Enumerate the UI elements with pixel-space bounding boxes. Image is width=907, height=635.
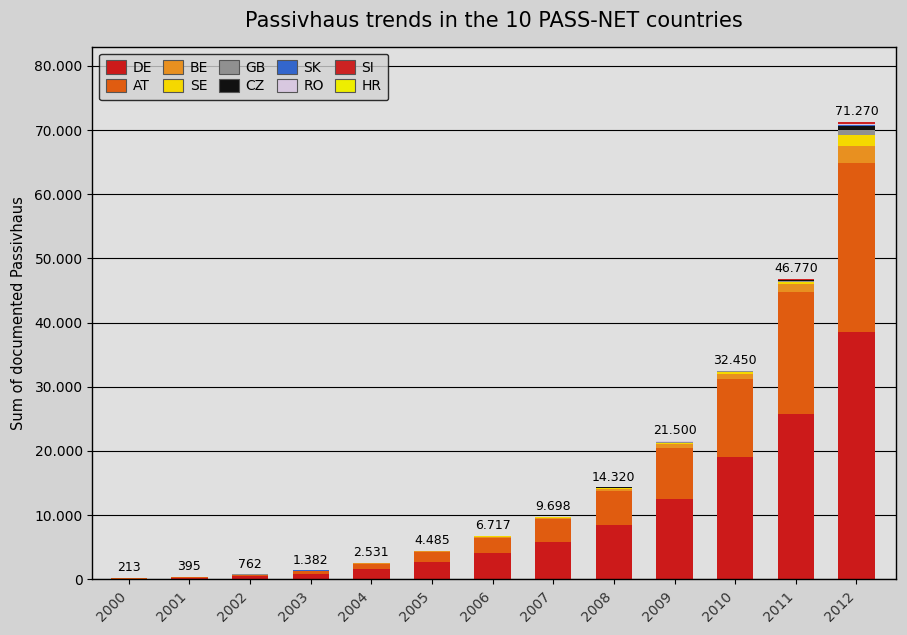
Text: 6.717: 6.717	[474, 519, 511, 532]
Bar	[232, 577, 268, 579]
Bar	[596, 489, 632, 491]
Text: 9.698: 9.698	[535, 500, 571, 513]
Bar	[353, 564, 389, 570]
Y-axis label: Sum of documented Passivhaus: Sum of documented Passivhaus	[11, 196, 26, 430]
Text: 1.382: 1.382	[293, 554, 328, 566]
Bar	[353, 570, 389, 579]
Title: Passivhaus trends in the 10 PASS-NET countries: Passivhaus trends in the 10 PASS-NET cou…	[245, 11, 743, 31]
Text: 71.270: 71.270	[834, 105, 878, 118]
Bar	[535, 542, 571, 579]
Bar	[535, 518, 571, 519]
Bar	[657, 442, 693, 443]
Text: 4.485: 4.485	[414, 533, 450, 547]
Bar	[596, 491, 632, 525]
Text: 2.531: 2.531	[354, 546, 389, 559]
Text: 762: 762	[239, 558, 262, 571]
Bar	[838, 123, 874, 124]
Bar	[777, 284, 814, 291]
Bar	[657, 448, 693, 499]
Text: 395: 395	[178, 560, 201, 573]
Bar	[838, 163, 874, 332]
Bar	[414, 551, 450, 552]
Bar	[717, 457, 754, 579]
Bar	[717, 379, 754, 457]
Bar	[838, 126, 874, 130]
Bar	[414, 562, 450, 579]
Text: 32.450: 32.450	[714, 354, 757, 367]
Bar	[777, 282, 814, 284]
Bar	[596, 525, 632, 579]
Bar	[474, 537, 511, 538]
Text: 21.500: 21.500	[653, 424, 697, 438]
Text: 213: 213	[117, 561, 141, 574]
Bar	[838, 130, 874, 135]
Bar	[232, 575, 268, 577]
Bar	[657, 443, 693, 444]
Text: 46.770: 46.770	[774, 262, 818, 275]
Bar	[717, 371, 754, 372]
Bar	[293, 574, 329, 579]
Bar	[838, 135, 874, 146]
Bar	[293, 571, 329, 574]
Bar	[414, 552, 450, 562]
Bar	[838, 146, 874, 163]
Bar	[111, 578, 147, 579]
Bar	[474, 553, 511, 579]
Bar	[777, 414, 814, 579]
Bar	[535, 519, 571, 542]
Bar	[838, 332, 874, 579]
Bar	[171, 577, 208, 578]
Text: 14.320: 14.320	[592, 471, 636, 484]
Bar	[657, 499, 693, 579]
Bar	[717, 372, 754, 373]
Bar	[171, 578, 208, 579]
Bar	[838, 124, 874, 126]
Bar	[777, 291, 814, 414]
Legend: DE, AT, BE, SE, GB, CZ, SK, RO, SI, HR: DE, AT, BE, SE, GB, CZ, SK, RO, SI, HR	[100, 53, 388, 100]
Bar	[777, 281, 814, 282]
Bar	[717, 373, 754, 379]
Bar	[596, 488, 632, 489]
Bar	[474, 538, 511, 553]
Bar	[657, 444, 693, 448]
